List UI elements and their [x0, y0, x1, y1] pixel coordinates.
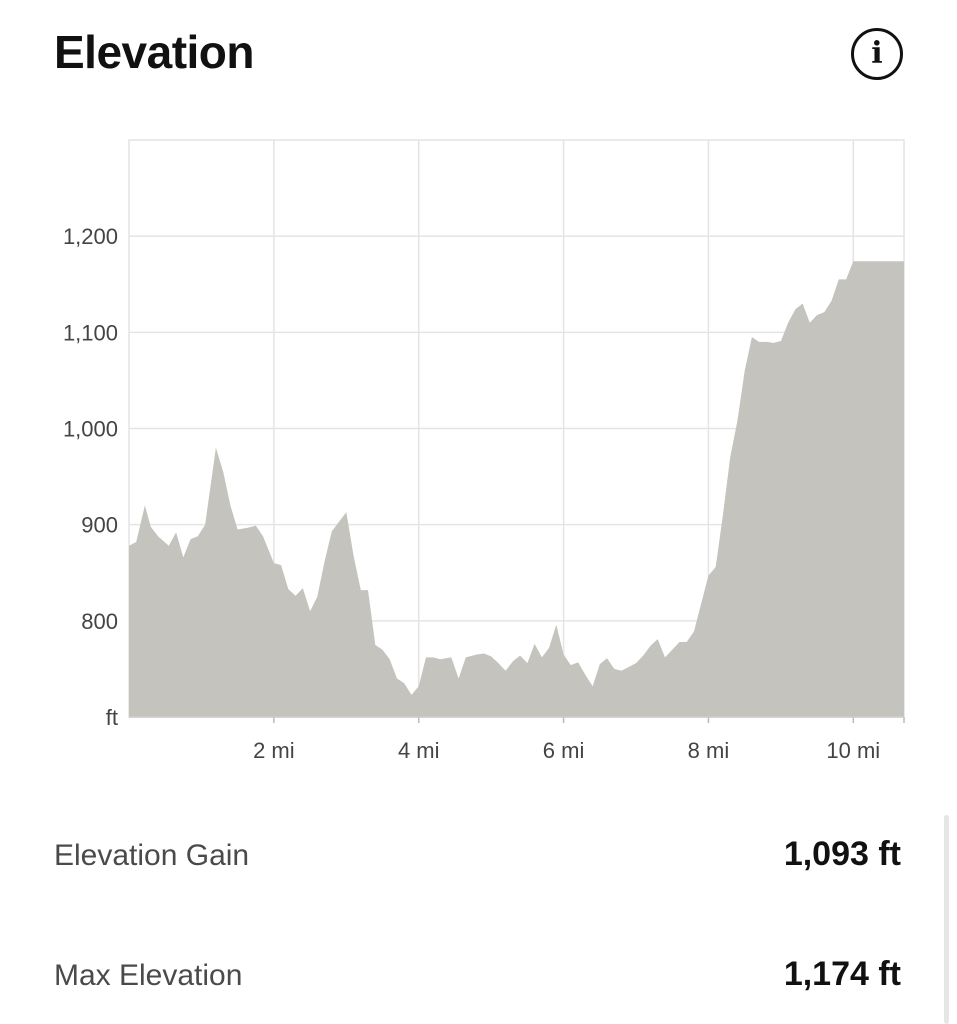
y-unit-label: ft [106, 705, 118, 730]
y-tick-label: 1,200 [63, 224, 118, 249]
elevation-gain-value: 1,093 ft [783, 835, 901, 873]
chart-axes: 800 900 1,000 1,100 1,200 2 mi 4 mi 6 mi 8 mi 10 … [63, 224, 905, 763]
elevation-area [129, 261, 904, 717]
info-glyph: i [871, 36, 883, 71]
elevation-area-layer [129, 261, 904, 717]
x-tick-label: 6 mi [543, 738, 585, 763]
y-tick-label: 900 [81, 513, 118, 538]
y-tick-label: 1,100 [63, 320, 118, 345]
max-elevation-label: Max Elevation [54, 959, 243, 992]
scrollbar[interactable] [944, 815, 949, 1024]
x-tick-label: 10 mi [826, 738, 880, 763]
elevation-gain-label: Elevation Gain [54, 839, 250, 872]
x-tick-label: 4 mi [398, 738, 440, 763]
elevation-chart: 800 900 1,000 1,100 1,200 2 mi 4 mi 6 mi 8 mi 10 … [63, 139, 905, 763]
max-elevation-value: 1,174 ft [783, 955, 901, 993]
x-tick-label: 2 mi [253, 738, 295, 763]
page-title: Elevation [54, 26, 255, 78]
y-tick-label: 1,000 [63, 417, 118, 442]
y-tick-label: 800 [81, 609, 118, 634]
info-circle-icon[interactable]: i [851, 28, 903, 80]
x-tick-label: 8 mi [688, 738, 730, 763]
